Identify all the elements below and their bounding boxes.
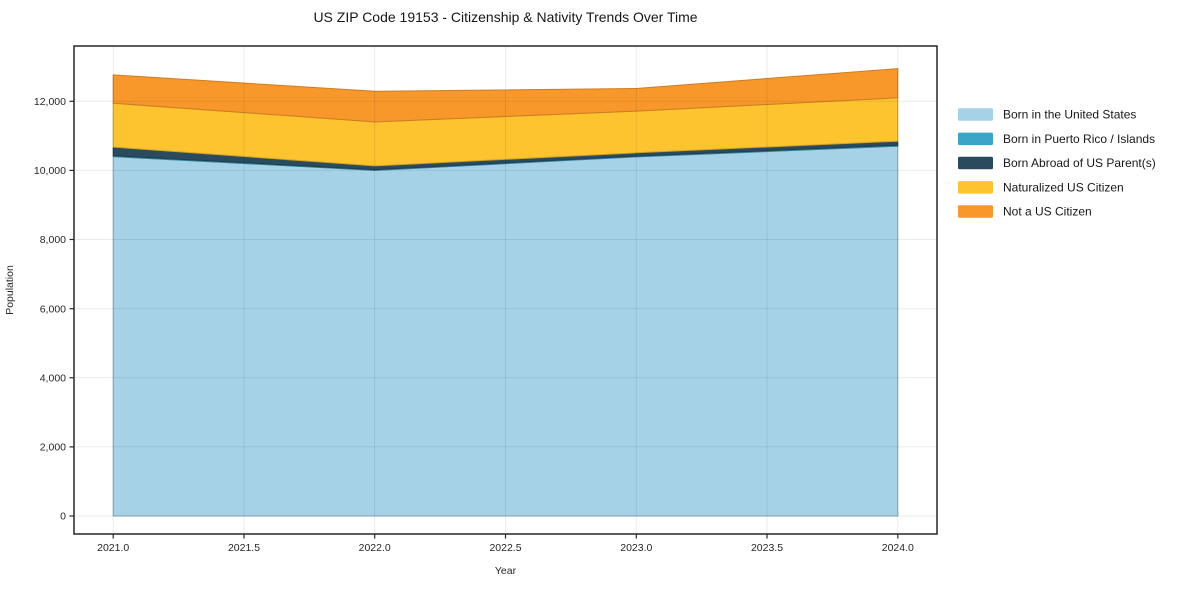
tick-layer: 2021.0 2021.5 2022.0 2022.5 2023.0 2023.5 2024… — [34, 96, 914, 554]
legend-item-naturalized-us-citizen: Naturalized US Citizen — [958, 181, 1124, 195]
area-series-layer — [112, 68, 899, 517]
x-tick-label: 2021.0 — [97, 542, 129, 554]
legend-swatch — [958, 132, 993, 146]
y-tick-label: 0 — [60, 511, 66, 523]
legend-label: Naturalized US Citizen — [1003, 181, 1124, 195]
legend-item-born-in-the-united-states: Born in the United States — [958, 108, 1136, 122]
legend-item-not-a-us-citizen: Not a US Citizen — [958, 205, 1092, 219]
legend-label: Not a US Citizen — [1003, 205, 1092, 219]
y-axis-label: Population — [4, 265, 16, 315]
legend-swatch — [958, 108, 993, 121]
y-tick-label: 6,000 — [40, 303, 66, 315]
x-tick-label: 2021.5 — [228, 542, 260, 554]
x-tick-label: 2022.0 — [359, 542, 391, 554]
legend-label: Born in Puerto Rico / Islands — [1003, 132, 1155, 146]
x-tick-label: 2023.0 — [620, 542, 652, 554]
y-tick-label: 2,000 — [40, 442, 66, 454]
chart-title: US ZIP Code 19153 - Citizenship & Nativi… — [313, 9, 697, 25]
area-not-a-us-citizen — [112, 68, 899, 123]
y-tick-label: 10,000 — [34, 165, 66, 177]
x-tick-label: 2024.0 — [882, 542, 914, 554]
legend-label: Born Abroad of US Parent(s) — [1003, 156, 1156, 170]
x-axis-label: Year — [495, 565, 517, 577]
legend-swatch — [958, 181, 993, 194]
legend-swatch — [958, 205, 993, 218]
x-tick-label: 2022.5 — [489, 542, 521, 554]
y-tick-label: 4,000 — [40, 373, 66, 385]
legend-item-born-in-puerto-rico-islands: Born in Puerto Rico / Islands — [958, 132, 1155, 146]
x-tick-label: 2023.5 — [751, 542, 783, 554]
legend-label: Born in the United States — [1003, 108, 1136, 122]
gridline-layer — [74, 46, 937, 534]
legend: Born in the United States Born in Puerto … — [958, 108, 1156, 219]
legend-swatch — [958, 156, 993, 170]
y-tick-label: 12,000 — [34, 96, 66, 108]
y-tick-label: 8,000 — [40, 234, 66, 246]
legend-item-born-abroad-of-us-parent-s: Born Abroad of US Parent(s) — [958, 156, 1156, 170]
